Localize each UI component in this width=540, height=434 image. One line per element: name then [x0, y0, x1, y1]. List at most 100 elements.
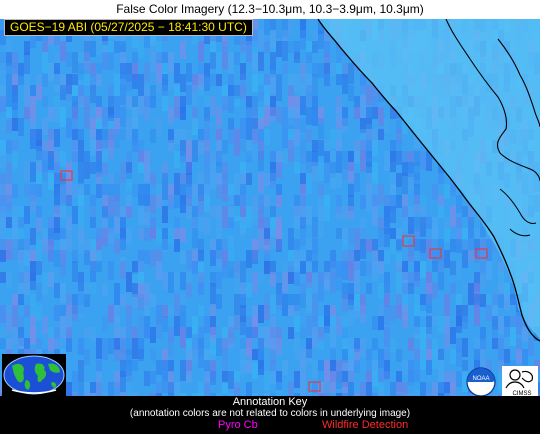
- imagery-pixel: [66, 316, 72, 330]
- imagery-pixel: [114, 371, 120, 388]
- imagery-pixel: [474, 272, 480, 291]
- imagery-pixel: [246, 338, 252, 357]
- imagery-pixel: [186, 85, 192, 105]
- imagery-pixel: [504, 294, 510, 310]
- imagery-pixel: [252, 41, 258, 58]
- imagery-pixel: [258, 129, 264, 142]
- imagery-pixel: [372, 195, 378, 207]
- imagery-pixel: [78, 184, 84, 205]
- imagery-pixel: [378, 217, 384, 231]
- imagery-pixel: [300, 74, 306, 88]
- imagery-pixel: [66, 184, 72, 204]
- imagery-pixel: [324, 41, 330, 57]
- imagery-pixel: [264, 217, 270, 238]
- imagery-pixel: [90, 206, 96, 217]
- imagery-pixel: [354, 393, 360, 396]
- imagery-pixel: [366, 162, 372, 173]
- imagery-pixel: [0, 173, 6, 185]
- page-title: False Color Imagery (12.3−10.3μm, 10.3−3…: [0, 0, 540, 19]
- imagery-pixel: [426, 316, 432, 334]
- imagery-pixel: [210, 349, 216, 365]
- imagery-pixel: [198, 338, 204, 357]
- imagery-pixel: [222, 239, 228, 257]
- noaa-logo-text: NOAA: [472, 376, 489, 382]
- imagery-pixel: [222, 349, 228, 360]
- imagery-pixel: [12, 107, 18, 120]
- imagery-pixel: [270, 228, 276, 249]
- imagery-pixel: [66, 162, 72, 184]
- imagery-pixel: [300, 195, 306, 209]
- imagery-pixel: [474, 228, 480, 247]
- imagery-pixel: [288, 96, 294, 111]
- imagery-pixel: [366, 107, 372, 124]
- imagery-pixel: [120, 217, 126, 238]
- imagery-pixel: [54, 96, 60, 109]
- imagery-pixel: [234, 173, 240, 195]
- imagery-pixel: [342, 250, 348, 269]
- imagery-pixel: [36, 206, 42, 218]
- imagery-pixel: [330, 261, 336, 279]
- imagery-pixel: [84, 107, 90, 129]
- imagery-pixel: [78, 272, 84, 291]
- imagery-pixel: [120, 371, 126, 392]
- imagery-pixel: [54, 195, 60, 214]
- imagery-pixel: [282, 107, 288, 129]
- imagery-pixel: [396, 140, 402, 153]
- imagery-pixel: [198, 327, 204, 348]
- imagery-pixel: [12, 217, 18, 229]
- imagery-pixel: [102, 316, 108, 332]
- inlet-outline: [497, 38, 540, 128]
- imagery-pixel: [36, 217, 42, 232]
- imagery-pixel: [102, 41, 108, 54]
- imagery-pixel: [396, 250, 402, 267]
- imagery-pixel: [240, 85, 246, 98]
- imagery-pixel: [306, 74, 312, 92]
- imagery-pixel: [456, 195, 462, 213]
- legend-wildfire-detection: Wildfire Detection: [322, 419, 409, 431]
- imagery-pixel: [492, 338, 498, 349]
- imagery-pixel: [300, 30, 306, 49]
- imagery-pixel: [12, 63, 18, 76]
- imagery-pixel: [48, 140, 54, 157]
- imagery-pixel: [96, 118, 102, 129]
- imagery-pixel: [312, 272, 318, 293]
- imagery-pixel: [156, 184, 162, 197]
- imagery-pixel: [288, 85, 294, 105]
- imagery-pixel: [6, 96, 12, 112]
- imagery-pixel: [402, 162, 408, 176]
- imagery-pixel: [108, 107, 114, 121]
- imagery-pixel: [480, 349, 486, 368]
- imagery-pixel: [150, 294, 156, 307]
- imagery-pixel: [342, 63, 348, 78]
- imagery-pixel: [126, 371, 132, 393]
- imagery-pixel: [252, 107, 258, 128]
- imagery-pixel: [372, 371, 378, 387]
- imagery-pixel: [324, 162, 330, 183]
- imagery-pixel: [258, 52, 264, 71]
- wildfire-detection-box: [429, 248, 442, 259]
- imagery-pixel: [312, 63, 318, 77]
- imagery-pixel: [258, 228, 264, 249]
- imagery-pixel: [396, 261, 402, 275]
- imagery-pixel: [12, 85, 18, 103]
- imagery-pixel: [360, 294, 366, 313]
- imagery-pixel: [240, 118, 246, 139]
- imagery-pixel: [78, 74, 84, 89]
- imagery-pixel: [96, 184, 102, 198]
- imagery-pixel: [198, 272, 204, 287]
- imagery-pixel: [192, 74, 198, 93]
- imagery-pixel: [366, 129, 372, 144]
- imagery-pixel: [420, 217, 426, 237]
- imagery-pixel: [408, 206, 414, 227]
- imagery-pixel: [270, 393, 276, 396]
- imagery-pixel: [192, 30, 198, 44]
- imagery-pixel: [324, 140, 330, 157]
- imagery-pixel: [420, 250, 426, 261]
- imagery-pixel: [372, 393, 378, 396]
- imagery-pixel: [330, 349, 336, 365]
- annotation-key-legend: Pyro Cb Wildfire Detection: [0, 419, 540, 432]
- imagery-pixel: [30, 129, 36, 149]
- imagery-pixel: [6, 239, 12, 260]
- imagery-pixel: [300, 283, 306, 295]
- imagery-pixel: [282, 63, 288, 74]
